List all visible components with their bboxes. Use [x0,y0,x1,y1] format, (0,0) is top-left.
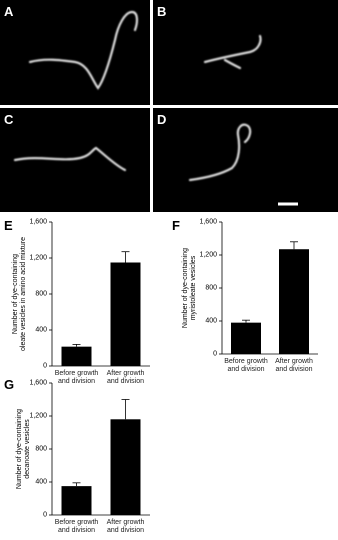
vesicle-filament [188,123,252,182]
y-tick-label: 1,600 [29,379,47,387]
x-tick-label: Before growth and division [54,370,99,385]
panel-label: F [172,218,180,233]
panel-label: D [157,112,167,127]
y-tick-label: 800 [35,290,47,298]
y-tick-label: 800 [205,284,217,292]
y-tick-label: 400 [35,326,47,334]
panel-label: E [4,218,13,233]
x-tick-label: Before growth and division [224,358,268,373]
bar [61,486,92,515]
bar [231,322,261,354]
panel-label: B [157,4,167,19]
micrograph [0,108,150,212]
y-tick-label: 0 [43,511,47,519]
x-tick-label: After growth and division [106,370,145,385]
panel-label: G [4,377,15,392]
bar [279,249,309,354]
panel-label: A [4,4,14,19]
y-tick-label: 1,200 [29,254,47,262]
y-tick-label: 400 [205,317,217,325]
vesicle-filament [28,10,139,90]
vesicle-filament [203,34,262,70]
micrograph [0,0,150,105]
x-tick-label: Before growth and division [54,519,99,534]
x-tick-label: After growth and division [275,358,313,373]
y-tick-label: 0 [213,350,217,358]
y-tick-label: 1,600 [199,218,217,226]
y-tick-label: 800 [35,445,47,453]
bar [110,419,141,515]
y-tick-label: 0 [43,362,47,370]
bar [110,262,141,366]
y-tick-label: 1,200 [29,412,47,420]
panel-label: C [4,112,14,127]
y-tick-label: 1,200 [199,251,217,259]
x-tick-label: After growth and division [106,519,145,534]
vesicle-filament [13,146,127,172]
y-tick-label: 400 [35,478,47,486]
y-tick-label: 1,600 [29,218,47,226]
micrograph [153,108,338,212]
bar [61,346,92,366]
